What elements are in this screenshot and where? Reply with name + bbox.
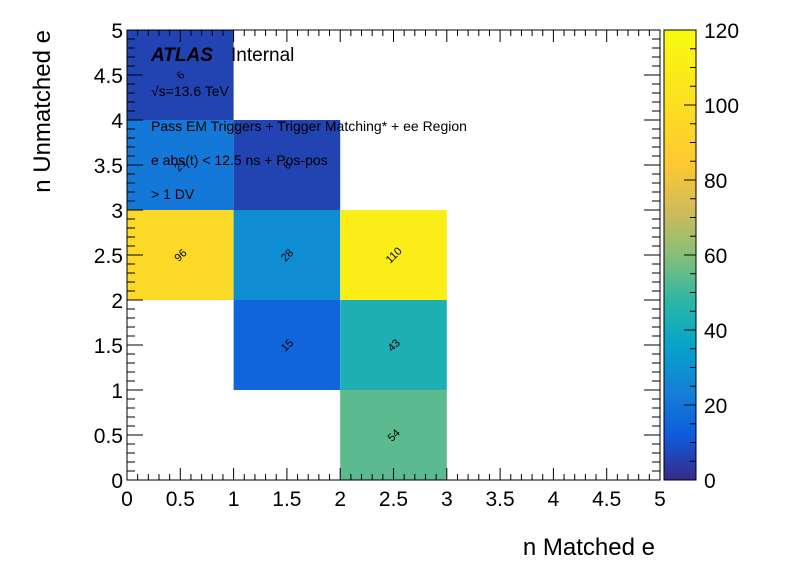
x-tick-label: 4 [548,488,560,511]
z-tick-label: 40 [704,320,727,343]
y-tick-label: 5 [111,20,123,43]
heatmap-cell [233,120,341,210]
heatmap-cell [340,390,447,480]
x-tick-label: 1 [228,488,240,511]
heatmap-cell [127,210,234,300]
x-tick-label: 2.5 [379,488,408,511]
z-tick-label: 80 [704,170,727,193]
x-tick-label: 1.5 [272,488,301,511]
x-tick-label: 5 [654,488,666,511]
z-tick-label: 120 [704,20,739,43]
heatmap-cell [127,120,234,210]
y-tick-label: 0.5 [94,425,123,448]
z-tick-label: 20 [704,395,727,418]
y-tick-label: 1 [111,380,123,403]
selection-label-2: e abs(t) < 12.5 ns + Pos-pos [151,152,328,168]
y-axis-label: n Unmatched e [29,30,56,193]
heatmap-cell [233,300,341,390]
heatmap-cell [340,300,447,390]
z-tick-label: 0 [704,470,716,493]
y-tick-label: 0 [111,470,123,493]
axes: 0 0.5 1 1.5 2 2.5 3 3.5 4 4.5 5 0 0.5 1 1.5 2 2.5 3 3.5 4 4.… [94,20,666,511]
x-axis-label: n Matched e [523,534,655,561]
x-tick-label: 3 [441,488,453,511]
heatmap-cell [340,210,447,300]
color-scale-axis: 0 20 40 60 80 100 120 [684,20,739,493]
energy-label: √s=13.6 TeV [151,83,230,99]
atlas-label: ATLAS [150,45,213,66]
y-tick-label: 4 [111,110,123,133]
atlas-annotation: ATLAS Internal √s=13.6 TeV Pass EM Trigg… [150,45,467,202]
atlas-status: Internal [231,45,294,66]
x-tick-label: 0.5 [166,488,195,511]
y-tick-label: 4.5 [94,65,123,88]
z-tick-label: 60 [704,245,727,268]
x-tick-label: 0 [121,488,133,511]
heatmap-cell [127,30,234,120]
selection-label-3: > 1 DV [151,186,195,202]
y-tick-label: 3.5 [94,155,123,178]
heatmap-cell [233,210,341,300]
x-tick-label: 2 [334,488,346,511]
x-tick-label: 3.5 [485,488,514,511]
y-tick-label: 2 [111,290,123,313]
z-tick-label: 100 [704,95,739,118]
selection-label-1: Pass EM Triggers + Trigger Matching* + e… [151,118,467,134]
y-tick-label: 1.5 [94,335,123,358]
y-tick-label: 2.5 [94,245,123,268]
x-tick-label: 4.5 [592,488,621,511]
y-tick-label: 3 [111,200,123,223]
